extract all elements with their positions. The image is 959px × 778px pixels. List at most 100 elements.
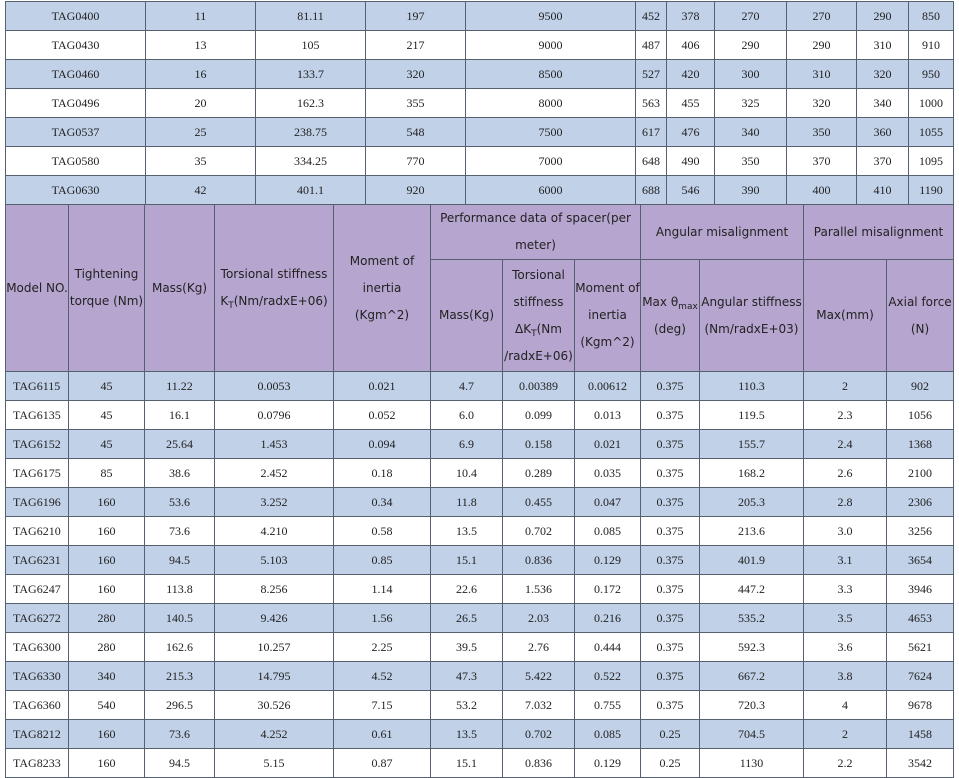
table-cell: 105 (255, 30, 366, 60)
table-cell: 648 (635, 146, 667, 176)
table-cell: 7.15 (333, 690, 431, 720)
table-cell: 350 (714, 146, 787, 176)
table-cell: 490 (666, 146, 715, 176)
header-spacer-group: Performance data of spacer(per meter) (430, 204, 641, 260)
table-cell: 720.3 (699, 690, 804, 720)
table-cell: 704.5 (699, 719, 804, 749)
table-cell: TAG0400 (5, 1, 146, 31)
table-cell: 370 (786, 146, 857, 176)
table-cell: 47.3 (430, 661, 503, 691)
table-cell: 45 (68, 429, 145, 459)
table-cell: 0.375 (640, 632, 700, 662)
table-cell: 2100 (885, 458, 955, 488)
table-cell: 0.00389 (502, 371, 575, 401)
table-cell: 39.5 (430, 632, 503, 662)
table-cell: 540 (68, 690, 145, 720)
table-cell: 160 (68, 516, 145, 546)
table-cell: 340 (68, 661, 145, 691)
table-cell: 0.085 (574, 719, 641, 749)
header-max-theta: Max θmax (deg) (640, 259, 700, 372)
table-cell: TAG6231 (5, 545, 69, 575)
header-spacer-torsional-sub: T (531, 328, 537, 339)
table-cell: 1055 (908, 117, 954, 147)
table-cell: 30.526 (214, 690, 334, 720)
table-cell: 6.0 (430, 400, 503, 430)
table-cell: 310 (786, 59, 857, 89)
table-cell: 0.375 (640, 458, 700, 488)
table-cell: 42 (145, 175, 256, 205)
table-row: TAG0430 13 105 217 9000 487 406 290 290 310 910 (5, 30, 954, 60)
table-cell: 0.094 (333, 429, 431, 459)
table-cell: 11.22 (144, 371, 215, 401)
table-cell: 0.755 (574, 690, 641, 720)
table-cell: 4.7 (430, 371, 503, 401)
table-row: TAG6231 160 94.5 5.103 0.85 15.1 0.836 0.129 0.3… (5, 545, 955, 575)
table-cell: 2.76 (502, 632, 575, 662)
table-cell: 902 (885, 371, 955, 401)
table-cell: 73.6 (144, 719, 215, 749)
table-cell: 3.8 (803, 661, 887, 691)
table-row: TAG0460 16 133.7 320 8500 527 420 300 310 320 950 (5, 59, 954, 89)
table-cell: 9.426 (214, 603, 334, 633)
table-cell: 0.85 (333, 545, 431, 575)
header-angular-group: Angular misalignment (640, 204, 804, 260)
table-cell: 7500 (465, 117, 636, 147)
table-cell: 3.252 (214, 487, 334, 517)
table-cell: 5.15 (214, 748, 334, 778)
table-header: Model NO. Tightening torque (Nm) Mass(Kg… (5, 204, 955, 372)
table-cell: 20 (145, 88, 256, 118)
table-cell: 140.5 (144, 603, 215, 633)
table-cell: TAG0496 (5, 88, 146, 118)
table-cell: 45 (68, 400, 145, 430)
table-cell: 3256 (885, 516, 955, 546)
table-cell: 320 (365, 59, 466, 89)
table-cell: 38.6 (144, 458, 215, 488)
table-row: TAG0580 35 334.25 770 7000 648 490 350 370 370 109… (5, 146, 954, 176)
table-cell: 81.11 (255, 1, 366, 31)
table-cell: 270 (786, 1, 857, 31)
header-spacer-torsional: Torsional stiffness ΔKT(Nm /radxE+06) (502, 259, 575, 372)
table-cell: 3542 (885, 748, 955, 778)
table-row: TAG6175 85 38.6 2.452 0.18 10.4 0.289 0.035 0.37… (5, 458, 955, 488)
table-cell: 0.702 (502, 719, 575, 749)
table-cell: 8000 (465, 88, 636, 118)
table-cell: 0.836 (502, 748, 575, 778)
table-cell: 455 (666, 88, 715, 118)
top-data-table: TAG0400 11 81.11 197 9500 452 378 270 270 290 850 T… (5, 1, 954, 205)
table-cell: 296.5 (144, 690, 215, 720)
table-cell: 0.836 (502, 545, 575, 575)
table-cell: TAG6300 (5, 632, 69, 662)
header-torsional-stiffness: Torsional stiffness KT(Nm/radxE+06) (214, 204, 334, 372)
table-cell: 13 (145, 30, 256, 60)
table-cell: 7624 (885, 661, 955, 691)
table-cell: 162.3 (255, 88, 366, 118)
header-mass: Mass(Kg) (144, 204, 215, 372)
table-cell: 238.75 (255, 117, 366, 147)
table-cell: 1458 (885, 719, 955, 749)
table-cell: 2.25 (333, 632, 431, 662)
table-row: TAG6115 45 11.22 0.0053 0.021 4.7 0.00389 0.006… (5, 371, 955, 401)
table-cell: 0.047 (574, 487, 641, 517)
table-row: TAG8212 160 73.6 4.252 0.61 13.5 0.702 0.085 0.2… (5, 719, 955, 749)
table-cell: 1000 (908, 88, 954, 118)
header-spacer-torsional-unit: (Nm /radxE+06) (504, 321, 573, 363)
table-cell: 270 (714, 1, 787, 31)
table-cell: 9000 (465, 30, 636, 60)
table-row: TAG6360 540 296.5 30.526 7.15 53.2 7.032 0.755 0… (5, 690, 955, 720)
table-cell: 0.375 (640, 516, 700, 546)
table-cell: 0.289 (502, 458, 575, 488)
table-cell: 0.18 (333, 458, 431, 488)
table-cell: 160 (68, 487, 145, 517)
table-cell: 592.3 (699, 632, 804, 662)
table-cell: 0.375 (640, 574, 700, 604)
table-cell: 9678 (885, 690, 955, 720)
table-cell: 300 (714, 59, 787, 89)
table-cell: 0.58 (333, 516, 431, 546)
table-cell: 280 (68, 632, 145, 662)
table-cell: 0.129 (574, 748, 641, 778)
table-cell: 1095 (908, 146, 954, 176)
table-cell: 0.375 (640, 487, 700, 517)
table-row: TAG6330 340 215.3 14.795 4.52 47.3 5.422 0.522 0… (5, 661, 955, 691)
table-cell: TAG0460 (5, 59, 146, 89)
table-cell: 3.3 (803, 574, 887, 604)
